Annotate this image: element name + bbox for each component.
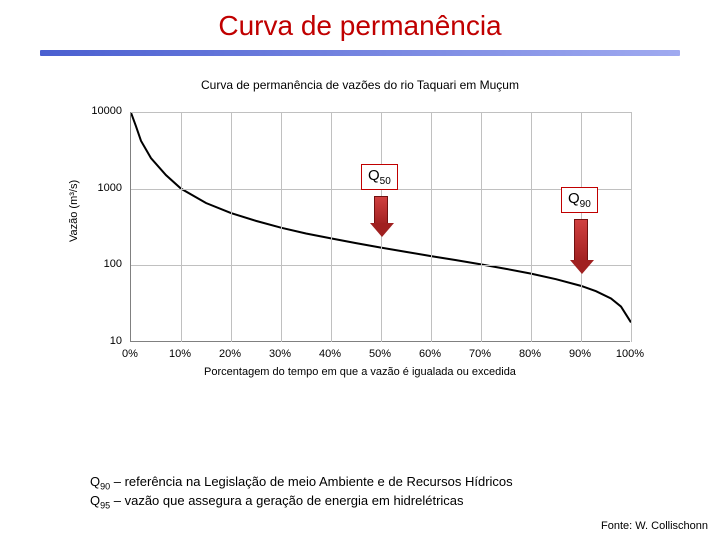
x-tick-label: 50% — [369, 348, 391, 360]
y-tick-label: 10000 — [60, 105, 122, 117]
grid-line-v — [481, 112, 482, 342]
x-tick-label: 80% — [519, 348, 541, 360]
x-tick-label: 60% — [419, 348, 441, 360]
annotation-arrow-q50 — [374, 196, 388, 226]
y-tick-label: 100 — [60, 258, 122, 270]
note-q95: Q95 – vazão que assegura a geração de en… — [90, 492, 513, 512]
annotation-arrow-q90 — [574, 219, 588, 263]
annotation-q90: Q90 — [561, 187, 598, 213]
footer-notes: Q90 – referência na Legislação de meio A… — [90, 473, 513, 512]
x-tick-label: 70% — [469, 348, 491, 360]
x-tick-label: 20% — [219, 348, 241, 360]
x-tick-label: 100% — [616, 348, 644, 360]
note-q90: Q90 – referência na Legislação de meio A… — [90, 473, 513, 493]
x-tick-label: 90% — [569, 348, 591, 360]
title-underline — [40, 50, 680, 56]
grid-line-v — [331, 112, 332, 342]
x-tick-label: 10% — [169, 348, 191, 360]
page-title: Curva de permanência — [0, 0, 720, 42]
x-tick-label: 0% — [122, 348, 138, 360]
x-axis-label: Porcentagem do tempo em que a vazão é ig… — [60, 366, 660, 378]
grid-line-v — [181, 112, 182, 342]
chart-container: Vazão (m³/s) Porcentagem do tempo em que… — [60, 102, 660, 382]
annotation-q50: Q50 — [361, 164, 398, 190]
grid-line-v — [231, 112, 232, 342]
grid-line-v — [431, 112, 432, 342]
x-tick-label: 30% — [269, 348, 291, 360]
y-tick-label: 1000 — [60, 182, 122, 194]
grid-line-v — [281, 112, 282, 342]
y-tick-label: 10 — [60, 335, 122, 347]
grid-line-v — [631, 112, 632, 342]
source-credit: Fonte: W. Collischonn — [601, 520, 708, 532]
grid-line-v — [531, 112, 532, 342]
x-tick-label: 40% — [319, 348, 341, 360]
chart-title: Curva de permanência de vazões do rio Ta… — [0, 78, 720, 92]
plot-area: Q50 Q90 — [130, 112, 630, 342]
